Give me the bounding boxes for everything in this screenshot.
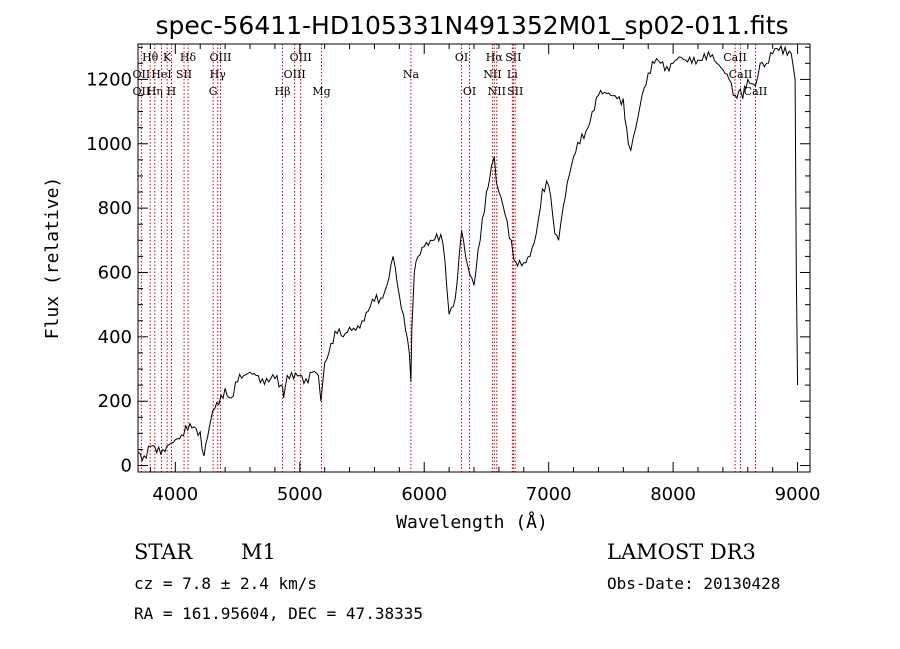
line-marker-label: OII	[133, 85, 151, 98]
line-marker-label: K	[163, 51, 172, 64]
line-marker-label: NII	[488, 85, 506, 98]
line-marker-label: CaII	[744, 85, 768, 98]
line-marker-label: OIII	[209, 51, 231, 64]
x-tick-label: 6000	[401, 484, 447, 505]
line-marker-label: Hθ	[142, 51, 159, 64]
line-markers	[140, 44, 756, 472]
y-tick-label: 400	[98, 327, 132, 348]
object-subclass: M1	[241, 540, 276, 564]
line-marker-label: SII	[505, 51, 521, 64]
line-marker-label: CaII	[729, 68, 753, 81]
y-axis-label: Flux (relative)	[42, 177, 63, 340]
survey-name: LAMOST DR3	[607, 540, 756, 564]
line-marker-label: Li	[507, 68, 518, 81]
y-tick-label: 0	[121, 456, 132, 477]
line-marker-label: Hα	[486, 51, 504, 64]
x-tick-label: 8000	[650, 484, 696, 505]
object-class: STAR	[134, 540, 193, 564]
line-marker-label: HeI	[151, 68, 171, 81]
y-tick-label: 800	[98, 198, 132, 219]
line-marker-label: Hγ	[210, 68, 227, 81]
obs-date-text: Obs-Date: 20130428	[607, 574, 781, 593]
spectrum-line	[137, 44, 799, 462]
line-marker-label: H	[167, 85, 177, 98]
y-tick-label: 1200	[86, 69, 132, 90]
line-marker-label: SII	[176, 68, 192, 81]
y-tick-label: 600	[98, 262, 132, 283]
line-marker-label: OIII	[284, 68, 306, 81]
x-tick-label: 5000	[277, 484, 323, 505]
line-marker-label: Mg	[312, 85, 330, 98]
plot-frame	[137, 43, 811, 473]
x-tick-label: 7000	[526, 484, 572, 505]
line-marker-label: Hη	[147, 85, 163, 98]
chart-title: spec-56411-HD105331N491352M01_sp02-011.f…	[155, 11, 788, 40]
y-tick-label: 200	[98, 391, 132, 412]
line-marker-label: NII	[483, 68, 501, 81]
redshift-text: cz = 7.8 ± 2.4 km/s	[134, 574, 318, 593]
line-marker-label: Hδ	[180, 51, 197, 64]
x-axis-label: Wavelength (Å)	[396, 511, 548, 533]
line-marker-label: OI	[463, 85, 476, 98]
y-axis: 0 200 400 600 800 1000 1200	[86, 46, 810, 477]
line-marker-label: Na	[403, 68, 420, 81]
x-axis: 4000 5000 6000 7000 8000 9000	[149, 44, 821, 505]
x-tick-label: 9000	[775, 484, 821, 505]
line-marker-label: Hβ	[275, 85, 291, 98]
coordinates-text: RA = 161.95604, DEC = 47.38335	[134, 604, 423, 623]
y-tick-label: 1000	[86, 134, 132, 155]
line-marker-label: OIII	[290, 51, 312, 64]
line-marker-label: CaII	[723, 51, 747, 64]
line-marker-label: G	[209, 85, 218, 98]
line-marker-label: OI	[455, 51, 468, 64]
line-marker-label: OII	[133, 68, 151, 81]
x-tick-label: 4000	[152, 484, 198, 505]
line-marker-label: SII	[507, 85, 523, 98]
